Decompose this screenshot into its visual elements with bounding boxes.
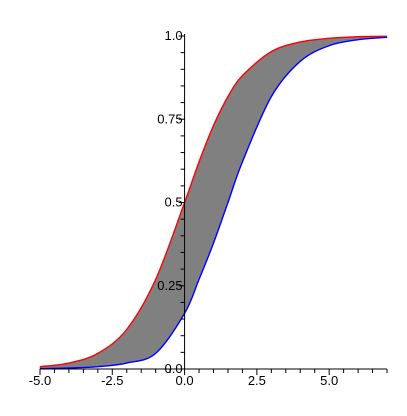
x-tick-label: 5.0 [320, 373, 338, 388]
y-tick-label: 0.25 [157, 278, 182, 293]
x-tick-label: 2.5 [248, 373, 266, 388]
y-tick-label: 0.75 [157, 111, 182, 126]
band-area [39, 36, 388, 369]
x-tick-label: -5.0 [29, 373, 51, 388]
upper-curve [39, 35, 388, 368]
x-tick-label: -2.5 [101, 373, 123, 388]
y-tick-label: 0.5 [165, 195, 183, 210]
x-tick-label: 0.0 [176, 373, 194, 388]
y-ticks: 0.0 0.25 0.5 0.75 1.0 [157, 28, 185, 376]
y-tick-label: 1.0 [165, 28, 183, 43]
y-tick-label: 0.0 [165, 361, 183, 376]
x-ticks: -5.0 -2.5 0.0 2.5 5.0 [29, 369, 388, 388]
lower-curve [39, 36, 388, 370]
